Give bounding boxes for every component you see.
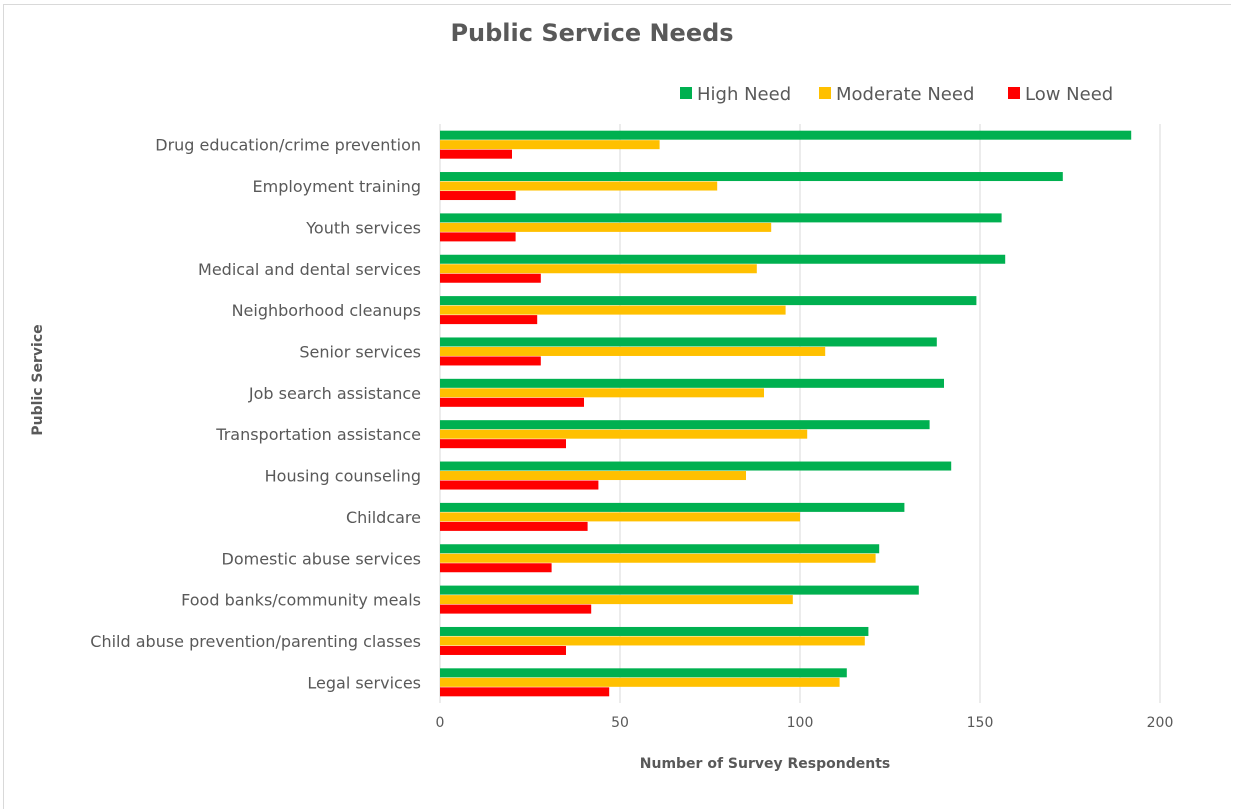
x-axis-title: Number of Survey Respondents	[640, 756, 890, 772]
bar-high-need	[440, 461, 952, 471]
bar-high-need	[440, 254, 1006, 264]
bar-moderate-need	[440, 181, 718, 191]
bar-moderate-need	[440, 677, 840, 687]
bar-low-need	[440, 191, 516, 201]
bar-high-need	[440, 296, 977, 306]
gridlines	[439, 124, 1161, 703]
bar-low-need	[440, 563, 552, 573]
bar-high-need	[440, 420, 930, 430]
legend-swatch	[819, 87, 831, 99]
bar-moderate-need	[440, 346, 826, 356]
category-label: Housing counseling	[265, 467, 421, 486]
bar-high-need	[440, 626, 869, 636]
category-label: Senior services	[299, 342, 421, 361]
bar-high-need	[440, 213, 1002, 223]
bar-high-need	[440, 544, 880, 554]
bar-high-need	[440, 668, 847, 678]
legend: High Need Moderate Need Low Need	[680, 84, 1113, 105]
bar-moderate-need	[440, 388, 764, 398]
category-label: Domestic abuse services	[222, 549, 422, 568]
category-label: Employment training	[253, 177, 421, 196]
category-label: Youth services	[305, 218, 421, 237]
bar-low-need	[440, 149, 512, 159]
category-label: Drug education/crime prevention	[155, 136, 421, 155]
category-label: Neighborhood cleanups	[232, 301, 421, 320]
bar-low-need	[440, 439, 566, 449]
bar-low-need	[440, 480, 599, 490]
bar-moderate-need	[440, 264, 757, 274]
x-tick-label: 200	[1147, 715, 1174, 731]
category-label: Food banks/community meals	[181, 591, 421, 610]
bar-low-need	[440, 273, 541, 283]
bar-moderate-need	[440, 429, 808, 439]
bar-moderate-need	[440, 140, 660, 150]
chart-title: Public Service Needs	[450, 19, 733, 47]
bar-low-need	[440, 521, 588, 531]
x-tick-label: 0	[436, 715, 445, 731]
bar-low-need	[440, 687, 610, 697]
category-label: Medical and dental services	[198, 260, 421, 279]
legend-label: High Need	[697, 84, 791, 105]
bar-low-need	[440, 232, 516, 242]
category-label: Childcare	[346, 508, 421, 527]
bar-moderate-need	[440, 595, 793, 605]
bar-low-need	[440, 604, 592, 614]
category-label: Legal services	[307, 673, 421, 692]
legend-swatch	[680, 87, 692, 99]
x-tick-label: 150	[967, 715, 994, 731]
bar-low-need	[440, 397, 584, 407]
category-label: Child abuse prevention/parenting classes	[90, 632, 421, 651]
bar-moderate-need	[440, 305, 786, 315]
x-tick-labels: 0 50 100 150 200	[436, 715, 1174, 731]
bar-high-need	[440, 502, 905, 512]
bar-moderate-need	[440, 471, 746, 481]
x-tick-label: 100	[787, 715, 814, 731]
category-label: Job search assistance	[248, 384, 421, 403]
bar-low-need	[440, 315, 538, 325]
bar-moderate-need	[440, 222, 772, 232]
bars	[440, 130, 1132, 697]
legend-swatch	[1008, 87, 1020, 99]
bar-moderate-need	[440, 636, 865, 646]
bar-low-need	[440, 645, 566, 655]
bar-low-need	[440, 356, 541, 366]
category-label: Transportation assistance	[215, 425, 421, 444]
bar-moderate-need	[440, 553, 876, 563]
bar-high-need	[440, 172, 1063, 182]
category-labels: Drug education/crime prevention Employmen…	[90, 136, 421, 693]
legend-label: Moderate Need	[836, 84, 974, 105]
bar-high-need	[440, 585, 919, 595]
bar-high-need	[440, 337, 937, 347]
x-tick-label: 50	[611, 715, 629, 731]
bar-high-need	[440, 378, 944, 388]
bar-high-need	[440, 130, 1132, 140]
bar-moderate-need	[440, 512, 800, 522]
chart-frame	[3, 4, 1231, 809]
legend-label: Low Need	[1025, 84, 1113, 105]
y-axis-title: Public Service	[30, 324, 46, 435]
